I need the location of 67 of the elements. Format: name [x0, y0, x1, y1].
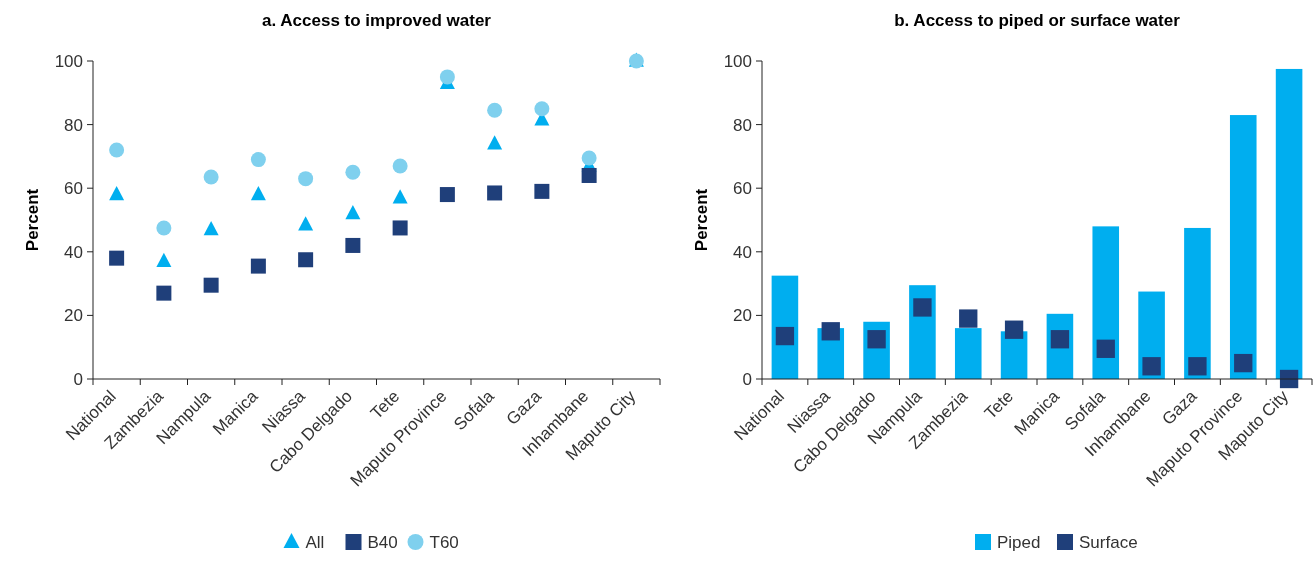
y-tick-label: 40: [64, 242, 83, 262]
point: [392, 189, 408, 204]
point: [487, 102, 503, 118]
chart-title: b. Access to piped or surface water: [894, 11, 1181, 30]
bar: [1184, 227, 1211, 379]
y-tick-label: 0: [73, 369, 83, 389]
y-axis-title: Percent: [23, 188, 42, 252]
point: [298, 252, 314, 268]
legend-label: All: [305, 533, 325, 552]
point: [392, 220, 408, 236]
point: [534, 101, 550, 117]
y-tick-label: 60: [733, 179, 752, 199]
y-axis-title: Percent: [692, 188, 711, 252]
legend-label: Piped: [997, 533, 1041, 552]
point: [821, 322, 840, 341]
point: [298, 171, 314, 187]
point: [1004, 320, 1024, 339]
point: [345, 237, 361, 253]
point: [203, 169, 219, 185]
point: [203, 220, 219, 236]
point: [913, 298, 932, 317]
point: [439, 187, 455, 203]
point: [298, 216, 314, 231]
point: [487, 185, 503, 201]
point: [1188, 357, 1207, 376]
point: [581, 167, 597, 183]
x-tick-label: Tete: [980, 386, 1018, 423]
legend-label: T60: [429, 533, 459, 552]
bar: [1229, 115, 1257, 379]
point: [109, 186, 125, 201]
y-tick-label: 100: [54, 51, 83, 71]
y-tick-label: 0: [742, 369, 752, 389]
bar: [1092, 226, 1120, 379]
point: [109, 142, 125, 158]
point: [345, 164, 361, 180]
point: [109, 250, 125, 266]
legend-label: Surface: [1079, 533, 1138, 552]
y-tick-label: 20: [64, 306, 83, 326]
chart-title: a. Access to improved water: [262, 11, 492, 30]
point: [156, 252, 172, 268]
bar: [1275, 68, 1303, 379]
y-tick-label: 100: [723, 51, 752, 71]
point: [487, 135, 503, 150]
y-tick-label: 80: [64, 115, 83, 135]
point: [1142, 357, 1161, 376]
point: [1234, 353, 1253, 373]
y-tick-label: 80: [733, 115, 752, 135]
point: [959, 309, 978, 328]
point: [867, 330, 886, 349]
point: [775, 326, 795, 346]
bar: [954, 328, 982, 379]
point: [1096, 339, 1115, 358]
point: [156, 285, 172, 301]
point: [250, 152, 266, 168]
y-tick-label: 20: [733, 306, 752, 326]
legend-label: B40: [367, 533, 398, 552]
point: [156, 220, 172, 236]
point: [203, 277, 219, 293]
point: [534, 183, 550, 199]
point: [392, 158, 408, 174]
point: [581, 150, 597, 166]
y-tick-label: 40: [733, 242, 752, 262]
y-tick-label: 60: [64, 179, 83, 199]
point: [250, 258, 266, 274]
point: [250, 186, 266, 201]
point: [345, 205, 361, 220]
point: [439, 69, 455, 85]
